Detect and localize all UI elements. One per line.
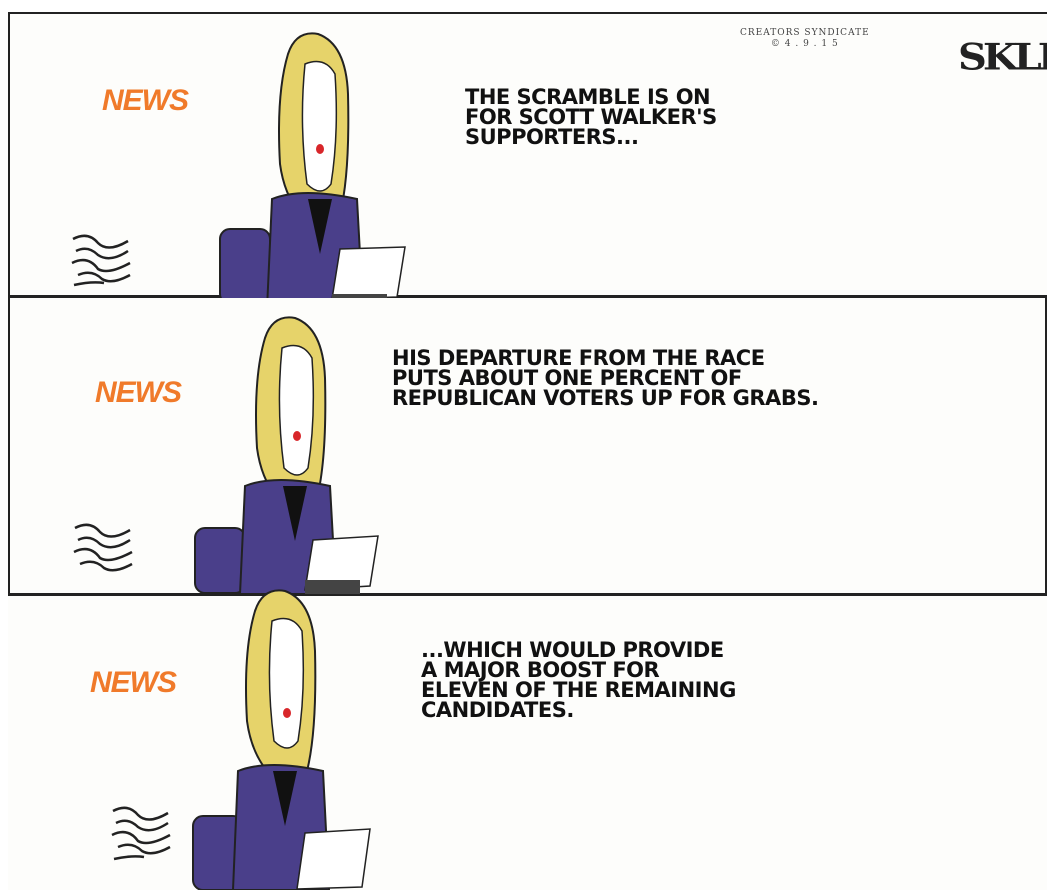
scribble-sign — [111, 806, 171, 861]
comic-panel-1: NEWS THE SCRAMBLE IS ON FOR SCOTT WALKER… — [8, 12, 1047, 310]
news-anchor-figure — [194, 316, 379, 595]
panel-caption: ...WHICH WOULD PROVIDE A MAJOR BOOST FOR… — [421, 638, 736, 722]
panel-caption: THE SCRAMBLE IS ON FOR SCOTT WALKER'S SU… — [465, 85, 717, 149]
news-logo: NEWS — [102, 84, 189, 117]
news-anchor-figure — [219, 32, 406, 310]
panel-caption: HIS DEPARTURE FROM THE RACE PUTS ABOUT O… — [392, 346, 819, 410]
news-logo: NEWS — [90, 666, 177, 699]
scribble-sign — [71, 234, 131, 287]
comic-panel-2: NEWS HIS DEPARTURE FROM THE RACE PUTS AB… — [8, 298, 1047, 596]
artist-signature: SKLL — [958, 36, 1047, 79]
syndicate-credit: CREATORS SYNDICATE — [740, 28, 870, 38]
copyright-notice: CREATORS SYNDICATE © 4 . 9 . 1 5 — [740, 28, 870, 50]
scribble-sign — [73, 523, 133, 572]
date-credit: © 4 . 9 . 1 5 — [770, 39, 839, 49]
comic-panel-3: NEWS ...WHICH WOULD PROVIDE A MAJOR BOOS… — [8, 589, 1047, 890]
news-anchor-figure — [192, 589, 371, 890]
news-logo: NEWS — [95, 376, 182, 409]
